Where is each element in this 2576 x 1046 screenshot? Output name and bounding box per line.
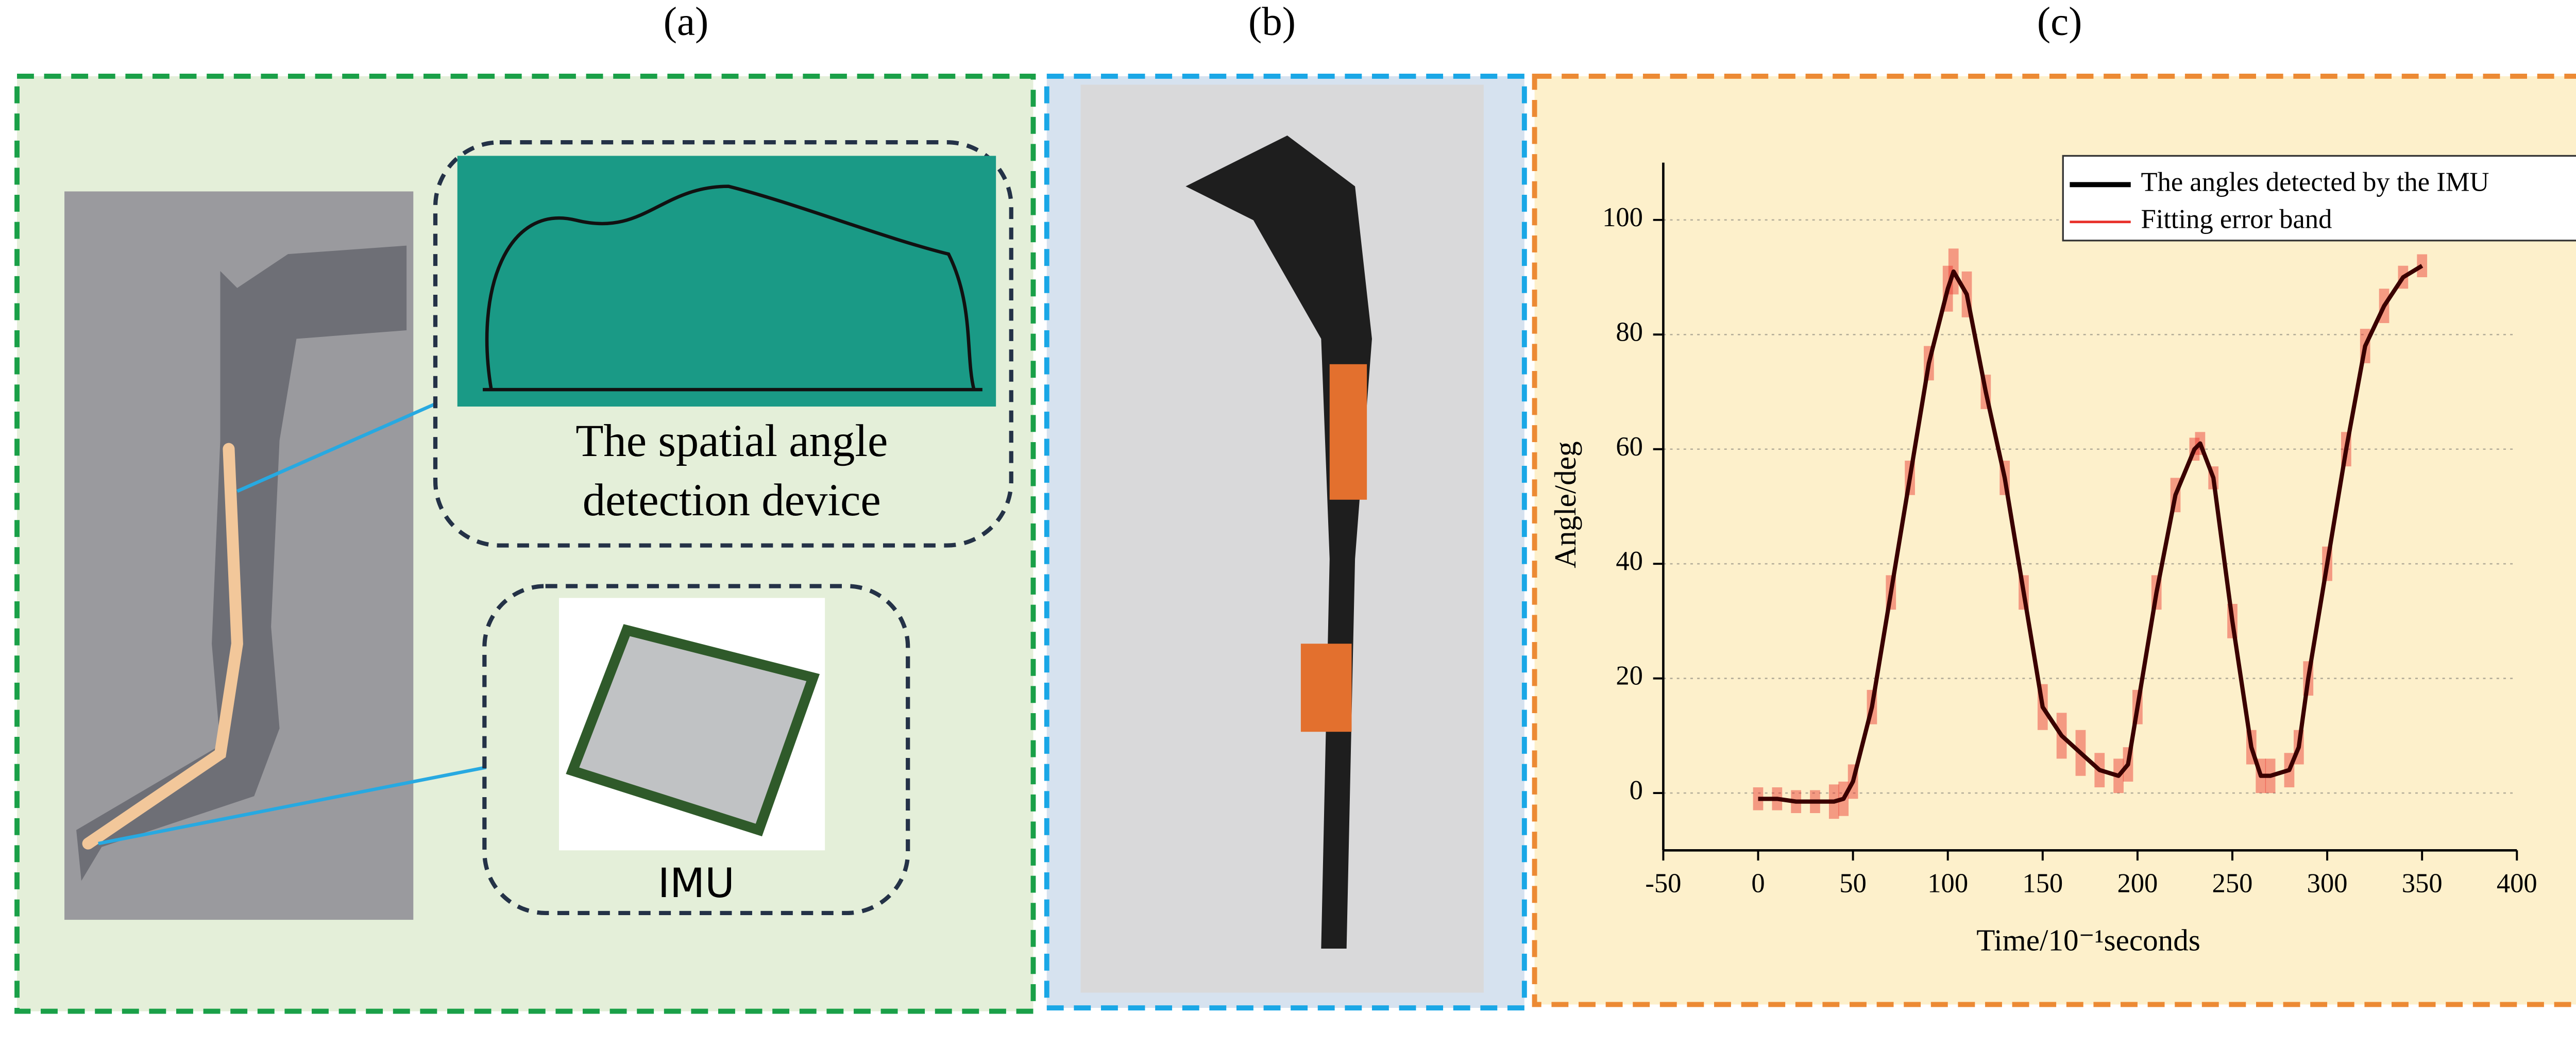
callout-line (98, 765, 487, 846)
x-tick-label: 350 (2402, 868, 2443, 898)
legend-label: Fitting error band (2141, 205, 2332, 234)
x-tick-label: 250 (2212, 868, 2253, 898)
callout-line (236, 401, 438, 493)
x-tick-label: 150 (2022, 868, 2063, 898)
legend-box (2062, 155, 2576, 242)
x-tick-label: 200 (2117, 868, 2158, 898)
x-tick-label: 400 (2497, 868, 2537, 898)
device-label: The spatial angle (575, 416, 888, 466)
imu-callout (482, 584, 910, 916)
sensor-strip (82, 443, 243, 850)
y-tick-label: 60 (1616, 432, 1643, 462)
robot-arm (76, 245, 407, 881)
panel-label: (b) (1248, 0, 1296, 44)
y-tick-label: 80 (1616, 317, 1643, 347)
device-photo (457, 156, 996, 407)
prototype-arm (1185, 135, 1372, 949)
panel-label: (a) (664, 0, 709, 44)
y-tick-label: 20 (1616, 661, 1643, 691)
imu-label: IMU (658, 859, 735, 907)
device-callout (433, 140, 1013, 548)
x-tick-label: 50 (1839, 868, 1867, 898)
y-tick-label: 100 (1602, 203, 1643, 232)
y-axis-label: Angle/deg (1548, 441, 1582, 568)
prototype-part (1300, 644, 1352, 732)
y-tick-label: 40 (1616, 546, 1643, 576)
y-tick-label: 0 (1630, 775, 1643, 805)
panel-label: (c) (2037, 0, 2082, 44)
x-tick-label: -50 (1645, 868, 1681, 898)
data-line (1758, 264, 2424, 804)
prototype-part (1329, 364, 1367, 500)
legend-label: The angles detected by the IMU (2141, 167, 2489, 197)
x-axis-label: Time/10⁻¹seconds (1976, 923, 2200, 957)
x-tick-label: 300 (2307, 868, 2348, 898)
x-tick-label: 0 (1751, 868, 1765, 898)
imu-chip (566, 624, 820, 837)
x-tick-label: 100 (1927, 868, 1968, 898)
device-label: detection device (583, 475, 881, 526)
device-wires (483, 184, 982, 392)
